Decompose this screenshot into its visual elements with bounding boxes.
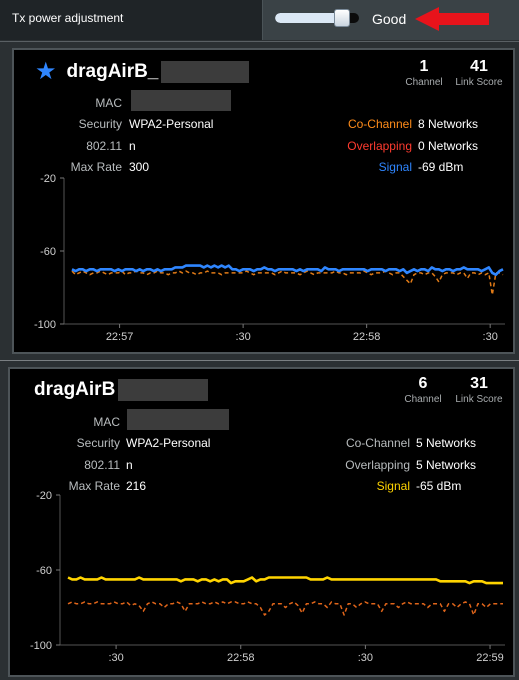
security-label: Security <box>78 117 122 131</box>
security-label: Security <box>76 436 120 450</box>
phy-label: 802.11 <box>84 458 120 472</box>
phy-value: n <box>129 139 136 153</box>
y-tick-label: -100 <box>34 319 56 331</box>
phy-value: n <box>126 458 133 472</box>
mac-label: MAC <box>93 415 120 429</box>
tx-power-title: Tx power adjustment <box>12 11 124 25</box>
divider <box>0 41 519 42</box>
link-score-stat: 41 Link Score <box>450 58 508 88</box>
link-score-value: 41 <box>470 58 488 75</box>
ssid-row: ★ dragAirB_ <box>35 58 250 85</box>
tx-power-slider-track[interactable] <box>275 13 359 23</box>
network-card-2[interactable]: dragAirB 6 Channel 31 Link Score MAC Sec… <box>8 367 515 677</box>
overlapping-label: Overlapping <box>345 458 410 472</box>
x-tick-label: 22:59 <box>476 652 504 664</box>
link-score-stat: 31 Link Score <box>450 375 508 405</box>
overlapping-label: Overlapping <box>347 139 412 153</box>
x-tick-label: 22:58 <box>227 652 255 664</box>
overlapping-value: 0 Networks <box>418 139 479 153</box>
mac-label: MAC <box>95 96 122 110</box>
co-channel-label: Co-Channel <box>347 117 412 131</box>
max-rate-value: 216 <box>126 479 147 493</box>
mac-redacted <box>131 90 231 111</box>
star-icon[interactable]: ★ <box>35 58 57 85</box>
channel-value: 6 <box>418 375 428 392</box>
y-tick-label: -20 <box>40 173 56 185</box>
channel-label: Channel <box>405 77 443 88</box>
y-tick-label: -60 <box>36 565 52 577</box>
co-channel-label: Co-Channel <box>345 436 410 450</box>
tx-power-bar: Tx power adjustment Good <box>0 0 519 40</box>
signal-label: Signal <box>378 160 412 174</box>
signal-value: -69 dBm <box>418 160 464 174</box>
co-channel-value: 5 Networks <box>416 436 477 450</box>
signal-line <box>67 576 503 585</box>
y-tick-label: -20 <box>36 490 52 502</box>
mac-redacted <box>127 409 229 430</box>
security-value: WPA2-Personal <box>126 436 211 450</box>
co-channel-value: 8 Networks <box>418 117 479 131</box>
signal-line <box>71 264 504 276</box>
signal-chart: -20 -60 -100 :30 22:58 :30 22:59 <box>30 490 505 664</box>
max-rate-label: Max Rate <box>70 160 122 174</box>
ssid-name: dragAirB <box>34 379 116 400</box>
link-score-value: 31 <box>470 375 488 392</box>
link-score-label: Link Score <box>455 394 503 405</box>
channel-label: Channel <box>404 394 442 405</box>
ssid-row: dragAirB <box>34 379 209 401</box>
ssid-name: dragAirB_ <box>66 61 159 82</box>
signal-chart: -20 -60 -100 22:57 :30 22:58 :30 <box>34 173 505 343</box>
link-score-label: Link Score <box>455 77 503 88</box>
channel-stat: 1 Channel <box>402 58 446 88</box>
overlapping-value: 5 Networks <box>416 458 477 472</box>
y-tick-label: -60 <box>40 246 56 258</box>
network-card-1[interactable]: ★ dragAirB_ 1 Channel 41 Link Score MAC … <box>12 48 515 354</box>
x-tick-label: :30 <box>358 652 373 664</box>
phy-label: 802.11 <box>86 139 122 153</box>
x-tick-label: 22:57 <box>106 331 134 343</box>
tx-power-status: Good <box>372 11 407 27</box>
x-tick-label: 22:58 <box>353 331 381 343</box>
noise-line <box>67 601 503 616</box>
tx-power-control: Good <box>262 0 519 40</box>
tx-power-slider-fill <box>275 13 341 23</box>
x-tick-label: :30 <box>235 331 250 343</box>
channel-stat: 6 Channel <box>401 375 445 405</box>
tx-power-slider-thumb[interactable] <box>333 9 350 27</box>
red-arrow-icon <box>415 7 489 31</box>
divider <box>0 360 519 361</box>
max-rate-value: 300 <box>129 160 150 174</box>
redacted-block <box>118 379 209 401</box>
x-tick-label: :30 <box>483 331 498 343</box>
signal-label: Signal <box>376 479 410 493</box>
max-rate-label: Max Rate <box>68 479 120 493</box>
redacted-block <box>161 61 250 83</box>
y-tick-label: -100 <box>30 640 52 652</box>
security-value: WPA2-Personal <box>129 117 214 131</box>
x-tick-label: :30 <box>108 652 123 664</box>
signal-value: -65 dBm <box>416 479 462 493</box>
noise-line <box>71 270 504 296</box>
channel-value: 1 <box>419 58 429 75</box>
